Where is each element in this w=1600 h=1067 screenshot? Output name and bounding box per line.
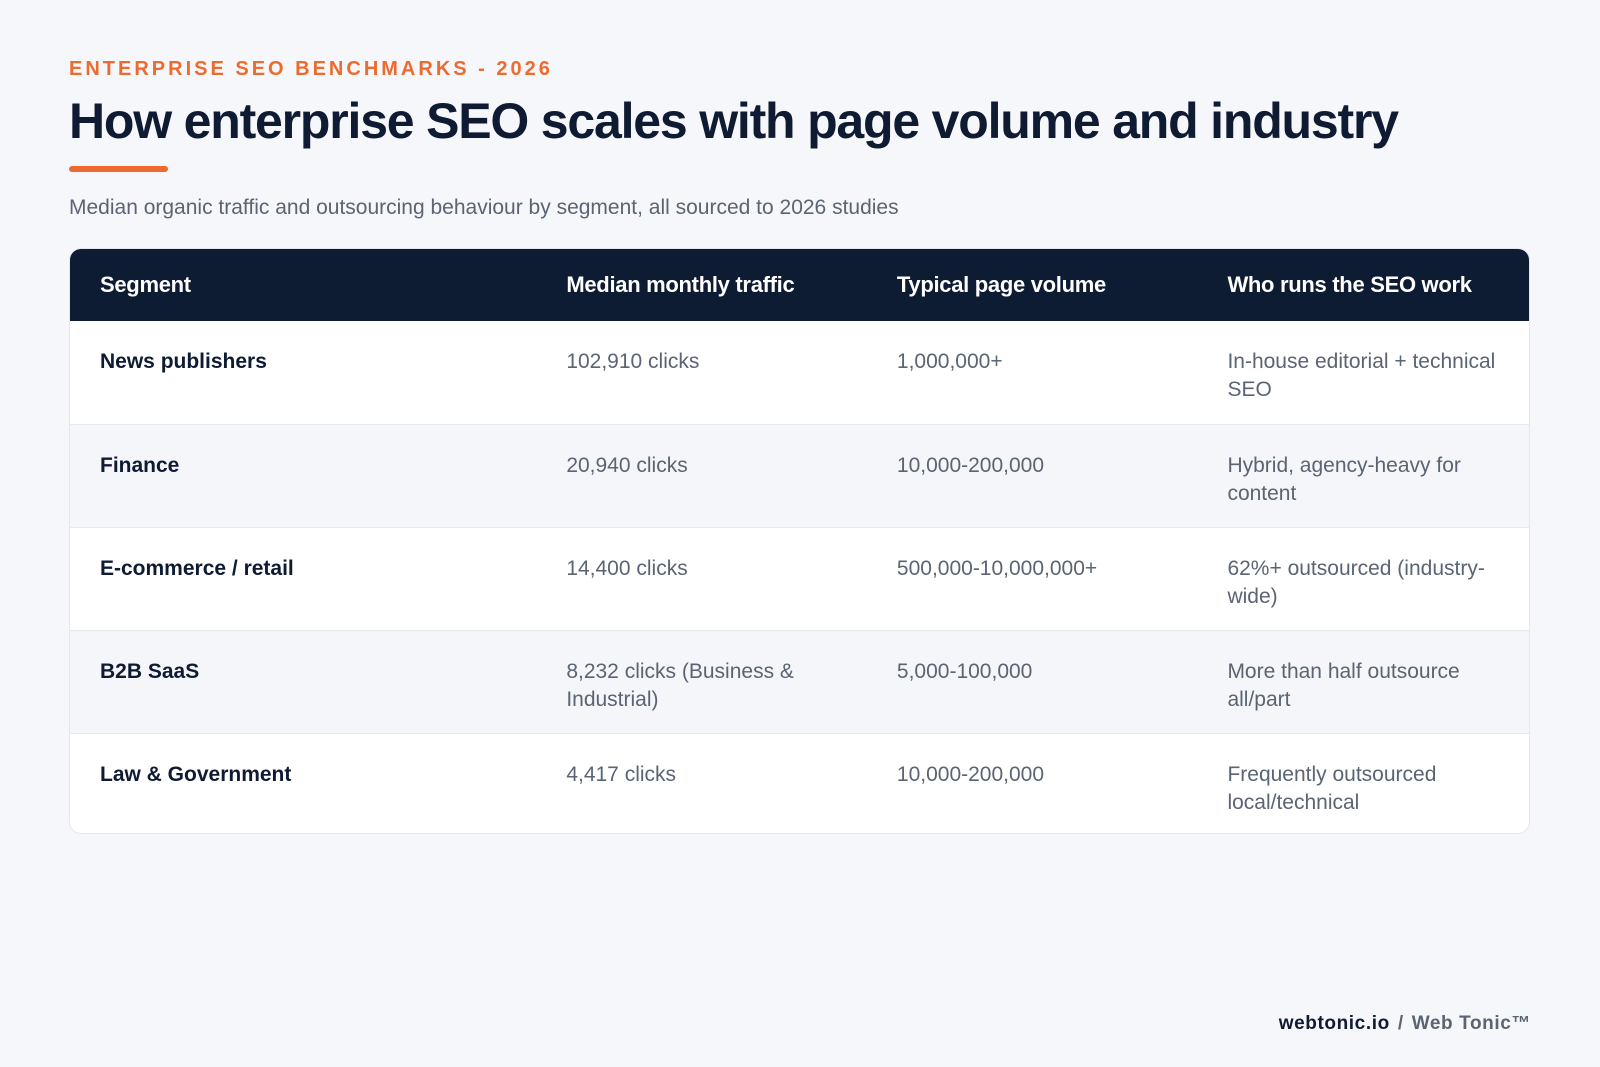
cell-traffic: 14,400 clicks — [566, 557, 688, 580]
footer-domain: webtonic.io — [1278, 1013, 1390, 1034]
table-body: News publishers 102,910 clicks 1,000,000… — [70, 321, 1529, 833]
cell-segment: Finance — [100, 454, 180, 477]
table-row: Law & Government 4,417 clicks 10,000-200… — [70, 733, 1529, 833]
cell-traffic: 20,940 clicks — [566, 454, 688, 477]
footer-brand: Web Tonic™ — [1411, 1013, 1531, 1034]
cell-segment: News publishers — [100, 350, 267, 373]
table-row: News publishers 102,910 clicks 1,000,000… — [70, 321, 1529, 424]
page-subtitle: Median organic traffic and outsourcing b… — [69, 196, 899, 219]
cell-page-volume: 1,000,000+ — [896, 350, 1003, 373]
cell-who-runs: 62%+ outsourced (industry-wide) — [1227, 557, 1485, 608]
footer-separator: / — [1397, 1013, 1404, 1034]
benchmark-table: Segment Median monthly traffic Typical p… — [69, 248, 1530, 834]
table-row: Finance 20,940 clicks 10,000-200,000 Hyb… — [70, 424, 1529, 527]
footer-credit: webtonic.io / Web Tonic™ — [1279, 1013, 1531, 1035]
table-row: B2B SaaS 8,232 clicks (Business & Indust… — [70, 630, 1529, 733]
cell-segment: Law & Government — [100, 763, 292, 786]
cell-page-volume: 10,000-200,000 — [896, 454, 1045, 477]
cell-segment: E-commerce / retail — [100, 557, 294, 580]
cell-who-runs: More than half outsource all/part — [1227, 660, 1460, 711]
title-accent-bar — [69, 166, 168, 172]
cell-page-volume: 10,000-200,000 — [896, 763, 1045, 786]
cell-traffic: 4,417 clicks — [566, 763, 677, 786]
cell-segment: B2B SaaS — [100, 660, 200, 683]
column-header-segment: Segment — [100, 272, 191, 297]
cell-who-runs: Frequently outsourced local/technical — [1227, 763, 1437, 814]
eyebrow-label: ENTERPRISE SEO BENCHMARKS - 2026 — [69, 58, 553, 80]
cell-traffic: 102,910 clicks — [566, 350, 700, 373]
page-title: How enterprise SEO scales with page volu… — [69, 93, 1399, 149]
column-header-page-volume: Typical page volume — [896, 272, 1106, 297]
cell-who-runs: In-house editorial + technical SEO — [1227, 350, 1496, 401]
cell-traffic: 8,232 clicks (Business & Industrial) — [566, 660, 794, 711]
table-header-row: Segment Median monthly traffic Typical p… — [70, 249, 1529, 321]
cell-who-runs: Hybrid, agency-heavy for content — [1227, 454, 1461, 505]
cell-page-volume: 5,000-100,000 — [896, 660, 1033, 683]
column-header-traffic: Median monthly traffic — [566, 272, 795, 297]
column-header-who-runs: Who runs the SEO work — [1227, 272, 1472, 297]
table-row: E-commerce / retail 14,400 clicks 500,00… — [70, 527, 1529, 630]
cell-page-volume: 500,000-10,000,000+ — [896, 557, 1098, 580]
